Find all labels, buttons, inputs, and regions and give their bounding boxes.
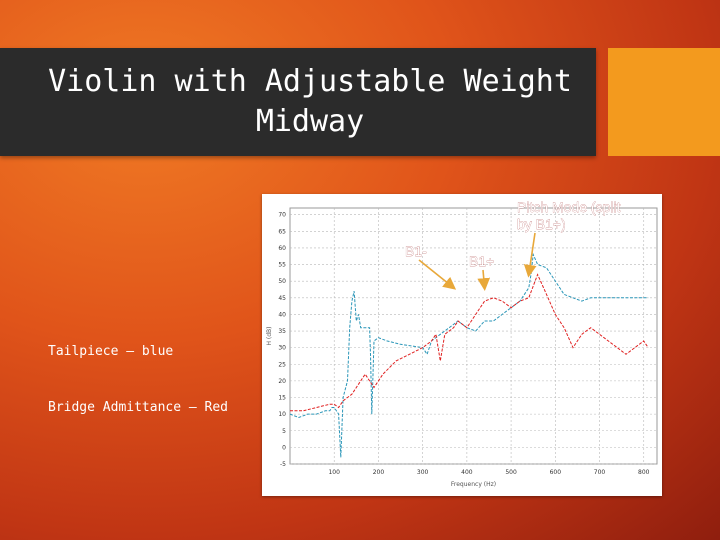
- y-axis-label: H (dB): [266, 326, 273, 345]
- y-tick-label-6: 25: [278, 361, 286, 368]
- accent-bar: [608, 48, 720, 156]
- x-tick-label-3: 400: [461, 469, 473, 476]
- x-axis-label: Frequency (Hz): [451, 481, 496, 488]
- x-tick-label-1: 200: [373, 469, 385, 476]
- y-tick-label-10: 45: [278, 295, 286, 302]
- plot-area: [289, 207, 658, 465]
- legend-note-bridge: Bridge Admittance – Red: [48, 400, 229, 415]
- y-tick-label-4: 15: [278, 395, 286, 402]
- x-tick-label-0: 100: [328, 469, 340, 476]
- x-tick-label-5: 600: [550, 469, 562, 476]
- y-tick-label-14: 65: [278, 228, 286, 235]
- y-tick-label-9: 40: [278, 311, 286, 318]
- annotation-arrow-1: [418, 259, 457, 290]
- title-banner: Violin with Adjustable Weight Midway: [0, 48, 596, 156]
- y-tick-label-1: 0: [282, 444, 286, 451]
- x-tick-label-4: 500: [505, 469, 517, 476]
- annotation-3: Pitch Mode (split by B1+): [517, 199, 621, 232]
- x-tick-label-6: 700: [594, 469, 606, 476]
- y-tick-label-12: 55: [278, 262, 286, 269]
- series-line-bridge-admittance: [290, 273, 649, 412]
- annotation-arrow-2: [477, 269, 491, 291]
- annotation-2: B1+: [469, 253, 494, 269]
- y-tick-label-8: 35: [278, 328, 286, 335]
- x-tick-label-7: 800: [638, 469, 650, 476]
- y-tick-label-11: 50: [278, 278, 286, 285]
- y-tick-label-7: 30: [278, 345, 286, 352]
- y-tick-label-0: -5: [280, 461, 286, 468]
- y-tick-label-5: 20: [278, 378, 286, 385]
- annotation-arrow-3: [523, 232, 537, 278]
- y-tick-label-3: 10: [278, 411, 286, 418]
- frequency-response-chart: -5 0 5 10 15 20 25 30 35 40 45 50 55 60 65 70 100 200 300 4…: [266, 199, 658, 488]
- x-tick-label-2: 300: [417, 469, 429, 476]
- y-tick-label-2: 5: [282, 428, 286, 435]
- chart-frame: -5 0 5 10 15 20 25 30 35 40 45 50 55 60 65 70 100 200 300 4…: [262, 194, 662, 496]
- slide-title: Violin with Adjustable Weight Midway: [48, 64, 572, 139]
- legend-note-tailpiece: Tailpiece – blue: [48, 344, 174, 359]
- y-tick-label-13: 60: [278, 245, 286, 252]
- annotation-1: B1-: [405, 243, 427, 259]
- series-line-tailpiece: [289, 252, 649, 458]
- y-tick-label-15: 70: [278, 212, 286, 219]
